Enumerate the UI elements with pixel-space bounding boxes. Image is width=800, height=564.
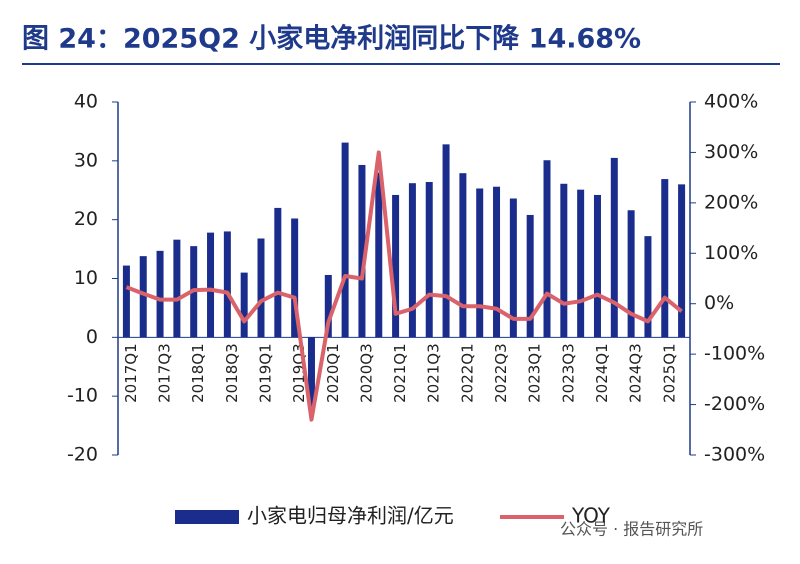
bar (509, 198, 517, 338)
bar (442, 144, 450, 338)
bar (257, 238, 265, 338)
bar (661, 179, 669, 338)
bar (358, 164, 366, 338)
bar (223, 231, 231, 338)
bar (425, 182, 433, 338)
y2-tick-label: 200% (704, 191, 758, 213)
x-tick-label: 2022Q1 (458, 343, 476, 403)
watermark: 公众号 · 报告研究所 (560, 520, 703, 539)
bar (173, 239, 181, 338)
y2-tick-label: -200% (704, 393, 765, 415)
bar (526, 214, 534, 338)
bar (577, 189, 585, 338)
bar (139, 256, 147, 338)
bar (307, 337, 315, 408)
x-tick-label: 2021Q3 (425, 343, 443, 403)
x-tick-label: 2023Q3 (559, 343, 577, 403)
x-tick-label: 2022Q3 (492, 343, 510, 403)
bar (324, 274, 332, 338)
y2-tick-label: 400% (704, 91, 758, 113)
y-tick-label: 20 (74, 208, 98, 230)
x-tick-label: 2018Q1 (189, 343, 207, 403)
bar (240, 272, 248, 338)
bar (610, 157, 618, 338)
bar (408, 183, 416, 338)
y2-tick-label: -300% (704, 444, 765, 466)
y-tick-label: -20 (67, 444, 98, 466)
y-tick-label: -10 (67, 385, 98, 407)
bar (207, 232, 215, 338)
legend-label: YOY (571, 504, 611, 528)
x-tick-label: 2017Q1 (122, 343, 140, 403)
y-tick-label: 10 (74, 267, 98, 289)
bar (156, 250, 164, 338)
bar (560, 183, 568, 338)
y-tick-label: 40 (74, 91, 98, 113)
legend-swatch (175, 510, 239, 524)
bar (459, 173, 467, 338)
y2-tick-label: 300% (704, 141, 758, 163)
legend-label: 小家电归母净利润/亿元 (247, 504, 454, 528)
bar (627, 210, 635, 338)
chart-title: 图 24：2025Q2 小家电净利润同比下降 14.68% (22, 23, 641, 55)
y2-tick-label: 100% (704, 242, 758, 264)
x-tick-label: 2020Q1 (324, 343, 342, 403)
bar (493, 186, 501, 338)
y2-tick-label: -100% (704, 343, 765, 365)
bar (593, 194, 601, 338)
x-tick-label: 2017Q3 (156, 343, 174, 403)
x-tick-label: 2024Q3 (627, 343, 645, 403)
bar (291, 218, 299, 338)
x-tick-label: 2024Q1 (593, 343, 611, 403)
bar (476, 188, 484, 338)
y-tick-label: 0 (86, 326, 98, 348)
bar (543, 160, 551, 338)
bar (375, 172, 383, 338)
x-tick-label: 2020Q3 (357, 343, 375, 403)
x-tick-label: 2018Q3 (223, 343, 241, 403)
bar (678, 184, 686, 338)
y2-tick-label: 0% (704, 292, 734, 314)
x-tick-label: 2023Q1 (526, 343, 544, 403)
x-tick-label: 2021Q1 (391, 343, 409, 403)
bar (122, 265, 130, 338)
x-tick-label: 2019Q1 (257, 343, 275, 403)
bar (644, 236, 652, 338)
x-tick-label: 2025Q1 (660, 343, 678, 403)
bar (341, 142, 349, 338)
bar (274, 207, 282, 338)
bar (392, 194, 400, 338)
y-tick-label: 30 (74, 149, 98, 171)
line (125, 150, 683, 422)
